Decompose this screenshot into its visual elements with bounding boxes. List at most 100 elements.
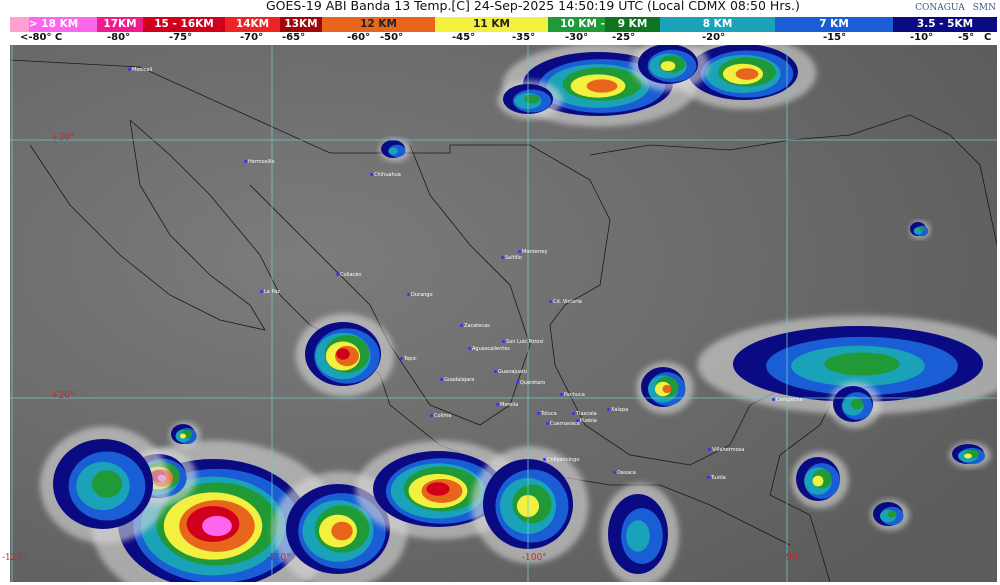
smn-logo: SMN xyxy=(972,3,996,13)
temp-label: -45° xyxy=(452,32,476,43)
cloud-top-level xyxy=(824,352,900,376)
storm-cloud xyxy=(379,138,411,162)
city-label: San Luis Potosí xyxy=(502,339,543,345)
storm-cloud xyxy=(471,446,589,564)
legend-segment: > 18 KM xyxy=(10,17,97,32)
city-label: Tepic xyxy=(400,356,417,362)
city-label: Xalapa xyxy=(607,407,628,413)
cloud-top-systems xyxy=(40,36,1000,585)
cloud-top-level xyxy=(662,384,672,394)
legend-segment: 11 KM xyxy=(435,17,548,32)
infrared-imagery xyxy=(9,36,1000,585)
city-label: Puebla xyxy=(576,418,597,424)
cloud-top-level xyxy=(524,94,540,104)
city-label: Pachuca xyxy=(560,392,585,398)
city-label: Durango xyxy=(407,292,433,298)
city-label: Chilpancingo xyxy=(543,457,579,463)
city-label: Hermosillo xyxy=(244,159,275,165)
storm-cloud xyxy=(636,362,694,414)
latitude-label: +30° xyxy=(51,133,75,143)
city-label: La Paz xyxy=(260,289,280,295)
city-label: Guanajuato xyxy=(494,369,527,375)
temp-label: -75° xyxy=(169,32,193,43)
cloud-top-level xyxy=(735,68,759,80)
cloud-top-level xyxy=(426,482,450,496)
storm-cloud xyxy=(601,483,679,585)
cloud-top-level xyxy=(388,147,398,155)
temp-label: -65° xyxy=(282,32,306,43)
city-label: Morelia xyxy=(496,402,518,408)
longitude-label: -90° xyxy=(783,553,802,563)
city-label: Mexicali xyxy=(128,67,152,73)
cloud-top-level xyxy=(180,433,186,439)
city-label: Saltillo xyxy=(501,255,522,261)
storm-cloud xyxy=(909,220,931,240)
temp-label: -15° xyxy=(823,32,847,43)
city-label: Cd. Victoria xyxy=(549,299,582,305)
city-label: Oaxaca xyxy=(613,470,636,476)
temp-label: -60° xyxy=(347,32,371,43)
legend-segment: 3.5 - 5KM xyxy=(893,17,997,32)
cloud-top-level xyxy=(331,521,353,541)
temp-label: -25° xyxy=(612,32,636,43)
legend-segment: 15 - 16KM xyxy=(143,17,225,32)
conagua-logo: CONAGUA xyxy=(915,3,965,13)
city-label: Zacatecas xyxy=(460,323,490,329)
longitude-label: -110° xyxy=(266,553,291,563)
city-label: Tlaxcala xyxy=(572,411,597,417)
city-label: Toluca xyxy=(537,411,557,417)
temp-label: -35° xyxy=(512,32,536,43)
storm-cloud xyxy=(829,381,881,429)
agency-logos: CONAGUA SMN xyxy=(915,3,996,13)
cloud-top-level xyxy=(586,79,618,93)
storm-cloud xyxy=(673,36,817,110)
city-label: Guadalajara xyxy=(440,377,474,383)
city-label: Querétaro xyxy=(516,380,545,386)
cloud-top-level xyxy=(919,226,925,232)
image-title: GOES-19 ABI Banda 13 Temp.[C] 24-Sep-202… xyxy=(266,0,800,13)
temp-label: -5° xyxy=(958,32,975,43)
temp-label: -10° xyxy=(910,32,934,43)
storm-cloud xyxy=(497,80,563,120)
temp-label: -80° xyxy=(107,32,131,43)
legend-temperatures: <-80° C -80° -75° -70° -65° -60° -50° -4… xyxy=(0,32,1000,45)
city-label: Colima xyxy=(430,413,451,419)
cloud-top-level xyxy=(91,470,123,498)
legend-segment: 10 KM - xyxy=(548,17,605,32)
city-label: Aguascalientes xyxy=(468,346,510,352)
color-legend-bar: > 18 KM 17KM 15 - 16KM 14KM 13KM 12 KM 1… xyxy=(10,17,997,32)
storm-cloud xyxy=(791,451,849,509)
latitude-label: +20° xyxy=(51,391,75,401)
temp-label: -70° xyxy=(240,32,264,43)
legend-segment: 12 KM xyxy=(322,17,435,32)
longitude-label: -100° xyxy=(522,553,547,563)
city-label: Tuxtla xyxy=(707,475,726,481)
legend-segment: 17KM xyxy=(97,17,143,32)
temp-label: <-80° C xyxy=(20,32,63,43)
legend-segment: 14KM xyxy=(225,17,280,32)
city-label: Campeche xyxy=(772,397,803,403)
storm-cloud xyxy=(870,499,910,531)
city-label: Cuernavaca xyxy=(546,421,580,427)
legend-segment: 7 KM xyxy=(775,17,893,32)
legend-segment: 13KM xyxy=(280,17,322,32)
temp-label: -30° xyxy=(565,32,589,43)
storm-cloud xyxy=(169,422,201,448)
cloud-top-level xyxy=(336,348,350,360)
legend-segment: 9 KM xyxy=(605,17,660,32)
graticule xyxy=(10,45,997,582)
storm-cloud xyxy=(40,426,170,544)
storm-cloud xyxy=(295,313,395,397)
cloud-top-level xyxy=(964,453,972,459)
cloud-top-level xyxy=(202,515,232,537)
satellite-map: +30° +20° -120° -110° -100° -90° Mexical… xyxy=(2,36,1000,585)
storm-cloud xyxy=(949,442,991,468)
cloud-top-level xyxy=(812,475,824,487)
cloud-top-level xyxy=(850,398,864,410)
legend-segment: 8 KM xyxy=(660,17,775,32)
storm-cloud xyxy=(272,471,408,585)
cloud-top-level xyxy=(660,61,676,71)
cloud-top-level xyxy=(887,510,897,518)
city-label: Villahermosa xyxy=(708,447,744,453)
